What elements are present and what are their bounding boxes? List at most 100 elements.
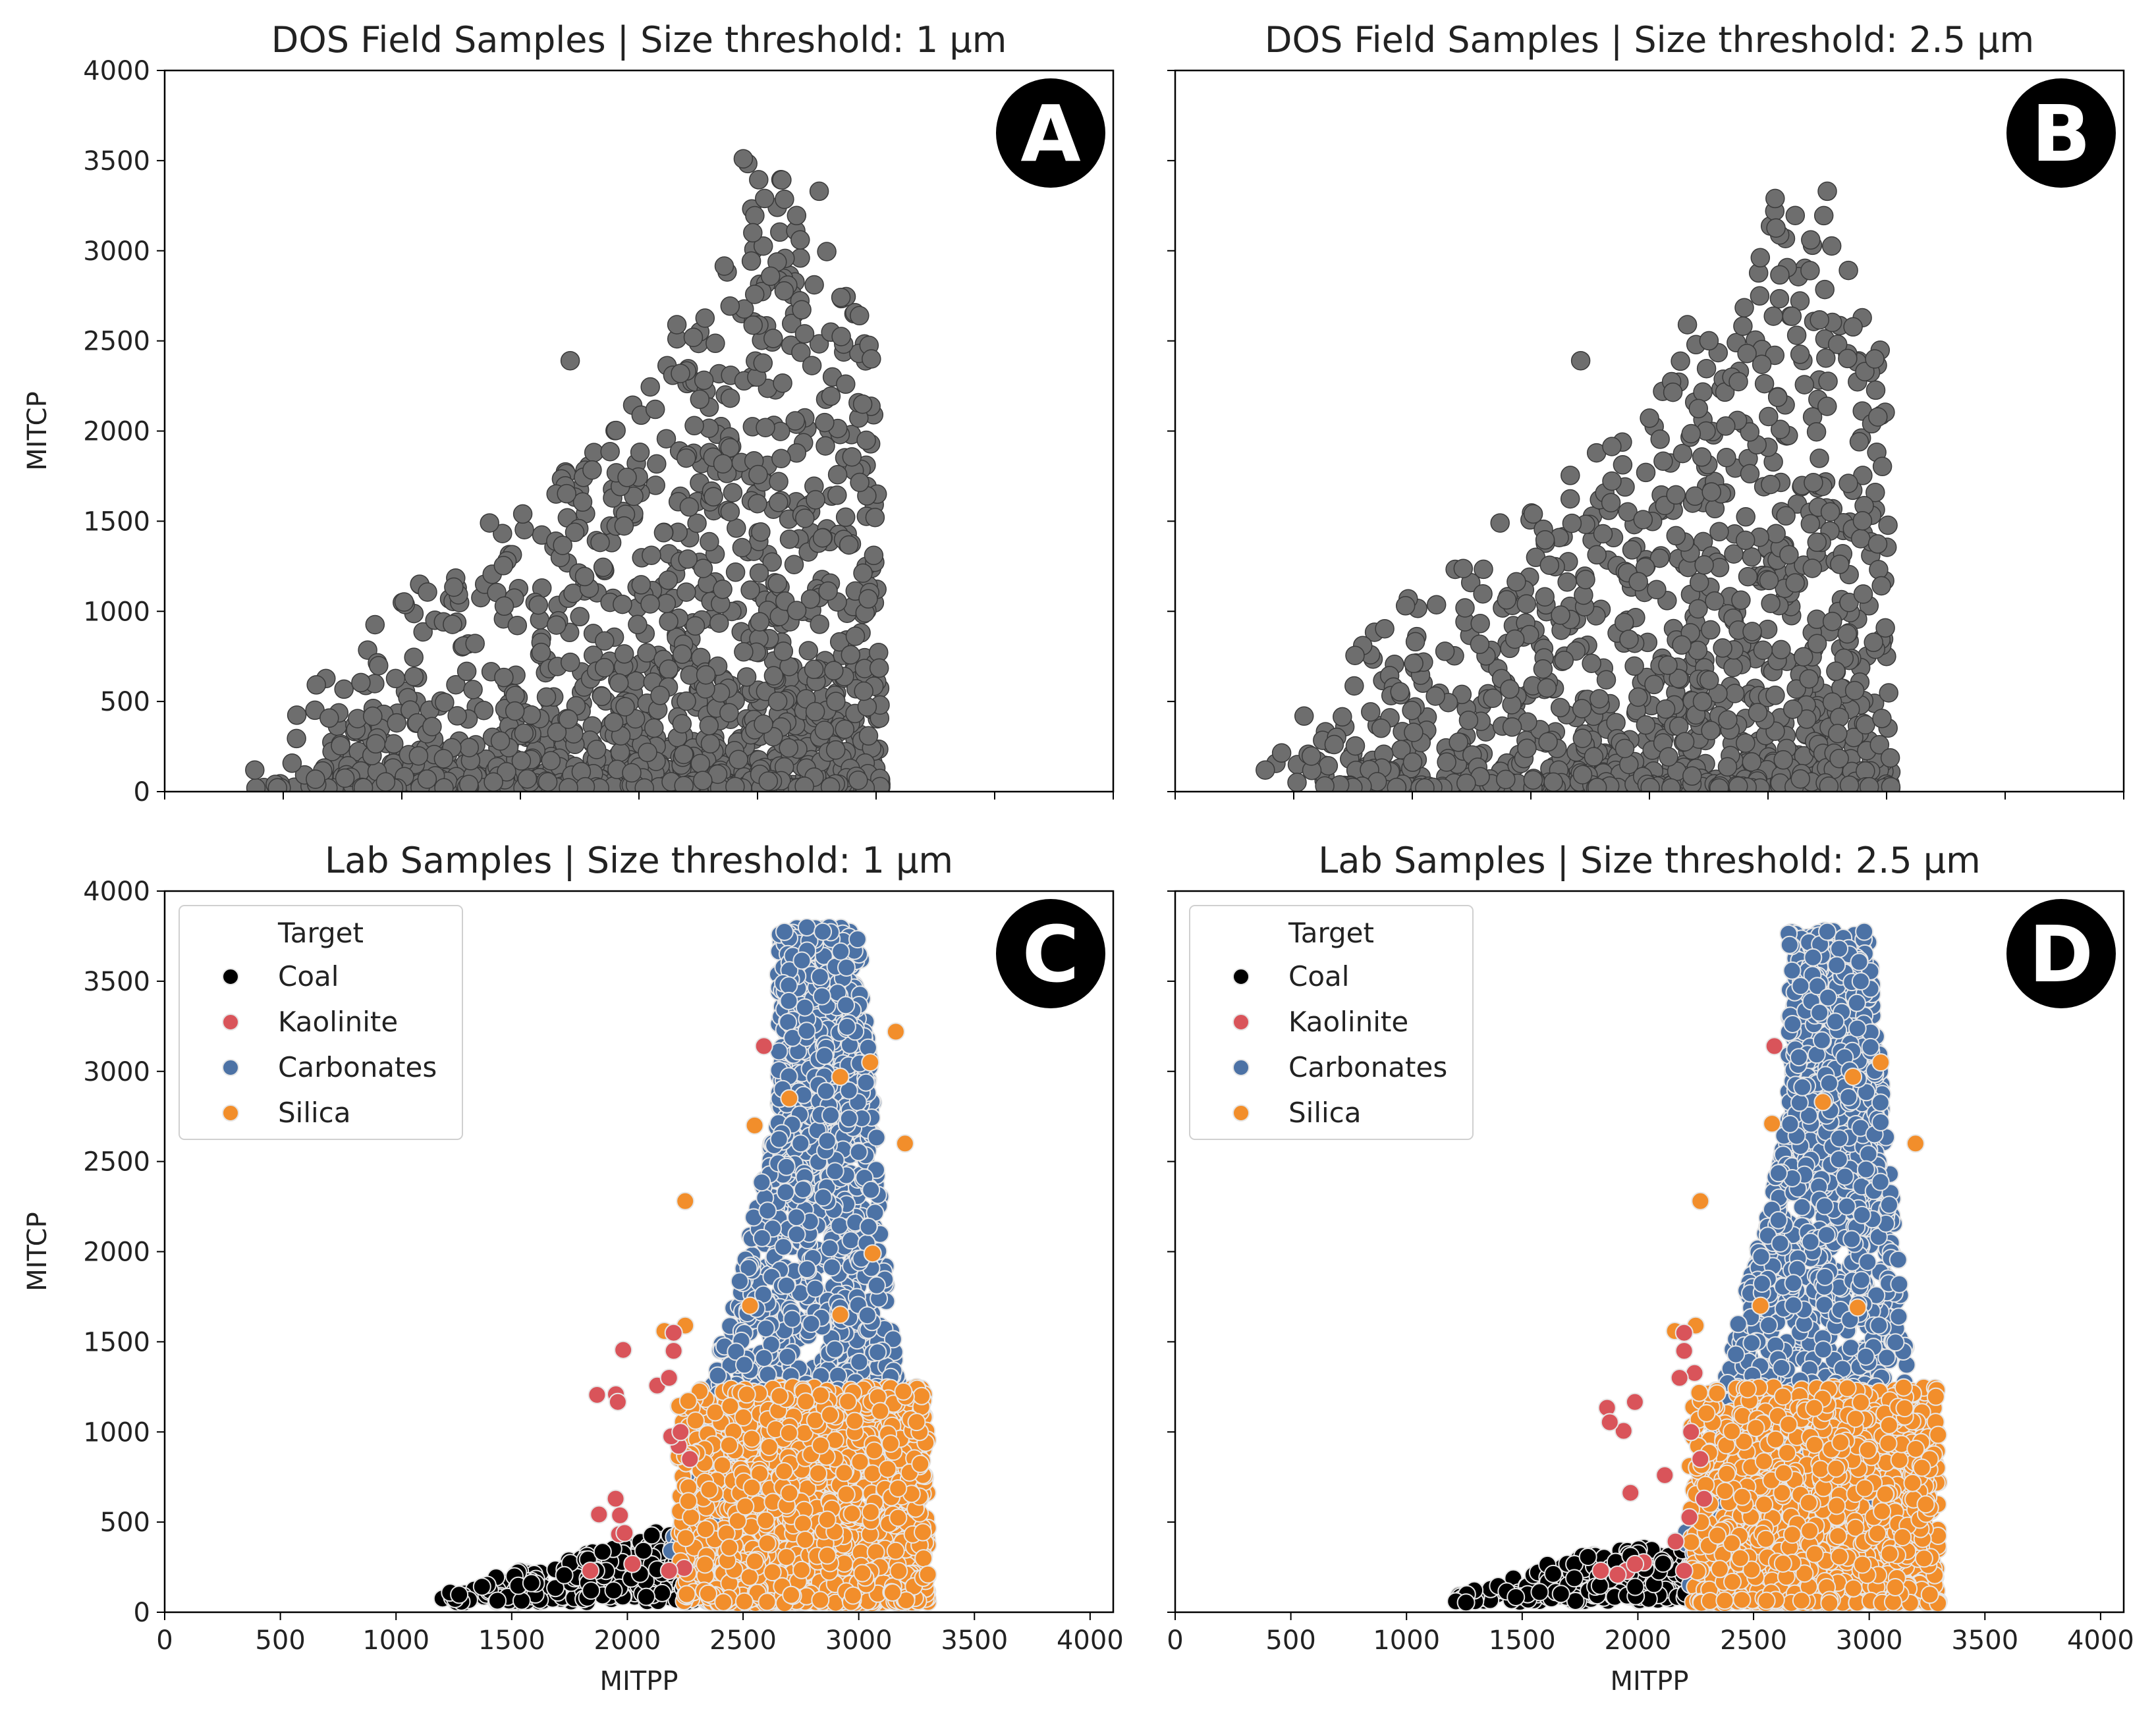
- data-point: [790, 230, 810, 250]
- data-point: [1754, 373, 1775, 394]
- data-point: [1287, 773, 1307, 792]
- data-point: [1785, 573, 1805, 593]
- data-point: [814, 721, 835, 740]
- data-point: [1790, 291, 1810, 311]
- data-point: [553, 535, 572, 555]
- data-point: [1796, 709, 1817, 729]
- data-point: [600, 441, 620, 462]
- data-point: [659, 659, 678, 679]
- data-point: [1810, 449, 1829, 468]
- data-point: [1701, 482, 1721, 502]
- data-point: [613, 594, 632, 614]
- data-point: [837, 1018, 856, 1036]
- data-point: [853, 563, 873, 583]
- data-point: [387, 713, 406, 733]
- data-point: [656, 429, 677, 449]
- data-point: [1628, 572, 1648, 591]
- data-point: [1869, 735, 1890, 755]
- data-point: [1813, 205, 1834, 226]
- data-point: [733, 149, 754, 169]
- data-point: [797, 918, 816, 937]
- data-point: [1850, 529, 1871, 549]
- data-point: [791, 342, 811, 362]
- data-point: [404, 647, 424, 667]
- y-tick-label: 4000: [83, 56, 150, 86]
- data-point: [1405, 632, 1425, 652]
- data-point: [732, 537, 752, 558]
- data-point: [353, 778, 373, 792]
- data-point: [245, 760, 265, 780]
- data-point: [1669, 668, 1688, 689]
- data-point: [555, 1565, 574, 1585]
- data-point: [1731, 590, 1751, 611]
- data-point: [1387, 777, 1407, 792]
- data-point: [1688, 599, 1708, 619]
- data-point: [1390, 682, 1410, 702]
- data-point: [762, 552, 782, 572]
- data-point: [684, 416, 704, 436]
- data-point: [804, 275, 824, 295]
- data-point: [1827, 335, 1848, 354]
- data-point: [1606, 713, 1626, 732]
- data-point: [331, 736, 350, 756]
- data-point: [687, 513, 707, 533]
- data-point: [694, 370, 714, 391]
- data-point: [1737, 344, 1757, 364]
- data-point: [593, 557, 613, 578]
- data-point: [1871, 576, 1891, 596]
- data-point: [650, 686, 670, 705]
- data-point: [465, 634, 485, 653]
- data-point: [883, 1330, 902, 1349]
- data-point: [531, 642, 551, 663]
- data-point: [1773, 750, 1793, 770]
- data-point: [1435, 641, 1455, 661]
- data-point: [752, 1173, 771, 1192]
- data-point: [443, 614, 462, 634]
- data-point: [422, 717, 442, 736]
- data-point: [609, 673, 629, 693]
- data-point: [644, 718, 664, 738]
- data-point: [779, 1013, 798, 1031]
- data-point: [1589, 689, 1609, 709]
- data-point: [1699, 331, 1719, 351]
- data-point: [450, 1585, 469, 1604]
- data-point: [850, 1352, 869, 1371]
- data-point: [1688, 398, 1709, 419]
- data-point: [678, 549, 698, 569]
- data-point: [1779, 545, 1799, 565]
- data-point: [1404, 653, 1424, 673]
- data-point: [444, 577, 464, 597]
- data-point: [725, 776, 745, 792]
- data-point: [809, 334, 829, 354]
- data-point: [1602, 437, 1622, 456]
- data-point: [867, 1276, 886, 1295]
- data-point: [769, 472, 788, 491]
- data-point: [773, 641, 794, 661]
- data-point: [1415, 778, 1435, 792]
- data-point: [408, 746, 429, 766]
- data-point: [1582, 653, 1601, 673]
- data-point: [854, 681, 873, 701]
- data-point: [1554, 651, 1574, 670]
- data-point: [1560, 489, 1580, 509]
- data-point: [1587, 777, 1607, 792]
- data-point: [1497, 590, 1517, 610]
- data-point: [1853, 584, 1873, 604]
- data-point: [720, 388, 740, 408]
- data-point: [723, 483, 743, 503]
- data-point: [351, 672, 371, 693]
- data-point: [1474, 559, 1493, 580]
- data-point: [695, 308, 715, 328]
- data-point: [1866, 380, 1886, 400]
- data-point: [756, 1319, 775, 1338]
- data-point: [634, 778, 654, 792]
- y-axis-label: MITCP: [22, 391, 53, 470]
- data-point: [1761, 474, 1781, 495]
- data-point: [1618, 502, 1638, 522]
- data-point: [831, 287, 851, 308]
- data-point: [1723, 657, 1743, 678]
- data-point: [1859, 776, 1879, 792]
- data-point: [849, 1143, 868, 1162]
- data-point: [858, 1306, 877, 1325]
- data-point: [817, 1131, 837, 1151]
